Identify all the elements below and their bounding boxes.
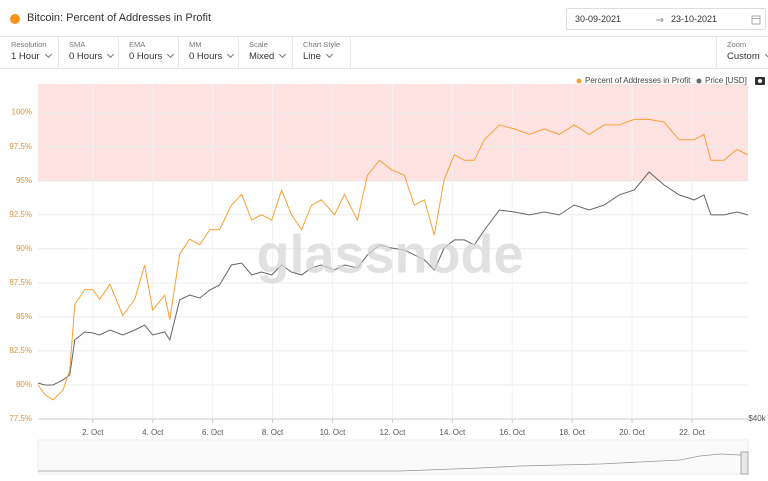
control-value[interactable]: Custom (727, 50, 768, 62)
toolbar: Resolution 1 Hour SMA 0 Hours EMA 0 Hours MM 0 … (0, 36, 768, 69)
y2-tick-label: $40k (748, 414, 766, 423)
navigator[interactable] (37, 439, 749, 475)
chevron (44, 50, 52, 59)
control-label: EMA (129, 40, 146, 49)
y-tick-label: 77.5% (9, 414, 32, 423)
control-label: Chart Style (303, 40, 341, 49)
separator (350, 36, 351, 68)
camera-icon[interactable] (755, 77, 765, 85)
calendar-icon[interactable] (751, 14, 761, 25)
x-tick-label: 20. Oct (619, 428, 646, 437)
separator (716, 36, 717, 68)
chevron (325, 50, 334, 59)
x-tick-label: 12. Oct (380, 428, 407, 437)
navigator-handle[interactable] (740, 451, 749, 475)
series-line (37, 118, 749, 401)
x-tick-label: 22. Oct (679, 428, 706, 437)
x-tick-label: 10. Oct (320, 428, 347, 437)
chevron (227, 50, 235, 59)
date-from[interactable]: 30-09-2021 (575, 14, 622, 24)
control-value[interactable]: 0 Hours (69, 50, 115, 62)
legend-label: Percent of Addresses in Profit (585, 76, 691, 85)
separator (238, 36, 239, 68)
y-tick-label: 82.5% (9, 346, 32, 355)
legend-marker (576, 78, 582, 84)
navigator-line (38, 452, 749, 472)
toolbar-control[interactable]: MM 0 Hours (178, 36, 235, 68)
x-tick-label: 16. Oct (499, 428, 526, 437)
chevron (107, 50, 115, 59)
date-to[interactable]: 23-10-2021 (671, 14, 718, 24)
separator (292, 36, 293, 68)
legend-label: Price [USD] (705, 76, 747, 85)
chart: 77.5% 80% 82.5% 85% 87.5% 90% 92.5% 95% 97.5% 100… (9, 76, 767, 475)
separator (58, 36, 59, 68)
y-tick-label: 90% (16, 244, 32, 253)
toolbar-control[interactable]: SMA 0 Hours (58, 36, 115, 68)
separator (118, 36, 119, 68)
header: Bitcoin: Percent of Addresses in Profit … (0, 0, 768, 37)
control-label: SMA (69, 40, 86, 49)
control-value[interactable]: 0 Hours (129, 50, 175, 62)
chevron (167, 50, 175, 59)
control-value[interactable]: 1 Hour (11, 50, 52, 62)
y-tick-label: 97.5% (9, 142, 32, 151)
x-tick-label: 2. Oct (82, 428, 104, 437)
threshold-band (38, 84, 748, 181)
toolbar-control[interactable]: Resolution 1 Hour (0, 36, 52, 68)
watermark: glassnode (256, 224, 523, 284)
series-line (37, 171, 749, 386)
x-tick-label: 14. Oct (439, 428, 466, 437)
control-value[interactable]: Line (303, 50, 334, 62)
control-label: Zoom (727, 40, 747, 49)
toolbar-control[interactable]: Scale Mixed (238, 36, 287, 68)
chart-title: Bitcoin: Percent of Addresses in Profit (27, 12, 212, 24)
toolbar-control[interactable]: EMA 0 Hours (118, 36, 175, 68)
arrow-icon (656, 17, 664, 23)
separator (178, 36, 179, 68)
bitcoin-icon (10, 14, 20, 24)
y-tick-label: 85% (16, 312, 32, 321)
control-value[interactable]: Mixed (249, 50, 287, 62)
toolbar-control[interactable]: Chart Style Line (292, 36, 340, 68)
toolbar-control[interactable]: Zoom Custom (716, 36, 768, 68)
y-tick-label: 95% (16, 176, 32, 185)
y-tick-label: 87.5% (9, 278, 32, 287)
x-tick-label: 6. Oct (202, 428, 224, 437)
y-tick-label: 80% (16, 380, 32, 389)
control-label: MM (189, 40, 202, 49)
control-value[interactable]: 0 Hours (189, 50, 235, 62)
x-tick-label: 18. Oct (559, 428, 586, 437)
chevron (279, 50, 287, 59)
control-label: Scale (249, 40, 268, 49)
y-tick-label: 100% (12, 108, 32, 117)
x-tick-label: 8. Oct (262, 428, 284, 437)
date-range[interactable]: 30-09-2021 23-10-2021 (566, 8, 766, 30)
legend-marker (696, 78, 702, 84)
x-tick-label: 4. Oct (142, 428, 164, 437)
control-label: Resolution (11, 40, 47, 49)
y-tick-label: 92.5% (9, 210, 32, 219)
